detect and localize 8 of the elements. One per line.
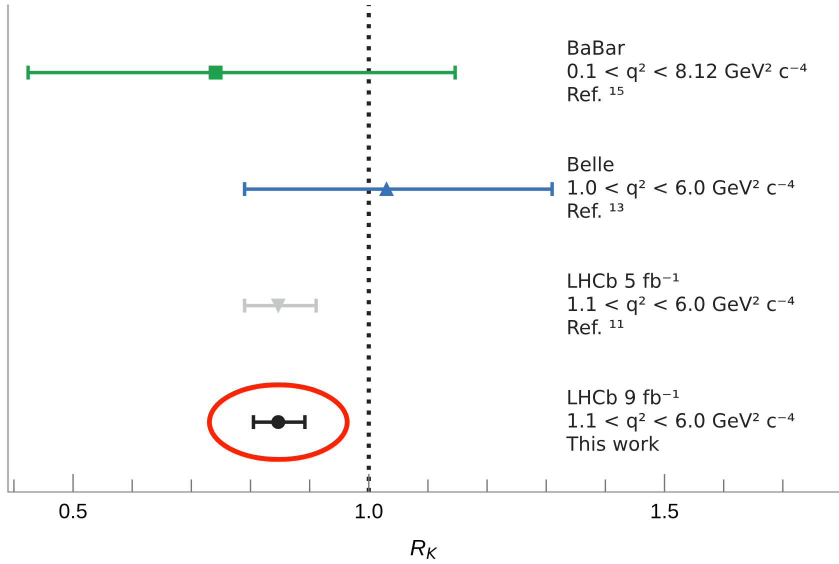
x-tick-label: 1.5 [652,504,678,518]
y-tick-label: LHCb 5 fb⁻¹ 1.1 < q² < 6.0 GeV² c⁻⁴ Ref. ¹¹ [568,272,794,334]
x-axis-title: R$_{K}$ [410,540,438,559]
x-tick-label: 1.0 [356,504,382,518]
y-tick-label: BaBar 0.1 < q² < 8.12 GeV² c⁻⁴ Ref. ¹⁵ [568,40,807,102]
y-tick-label: Belle 1.0 < q² < 6.0 GeV² c⁻⁴ Ref. ¹³ [568,156,794,218]
y-tick-label: LHCb 9 fb⁻¹ 1.1 < q² < 6.0 GeV² c⁻⁴ This work [566,389,794,451]
x-tick-label: 0.5 [59,504,87,518]
